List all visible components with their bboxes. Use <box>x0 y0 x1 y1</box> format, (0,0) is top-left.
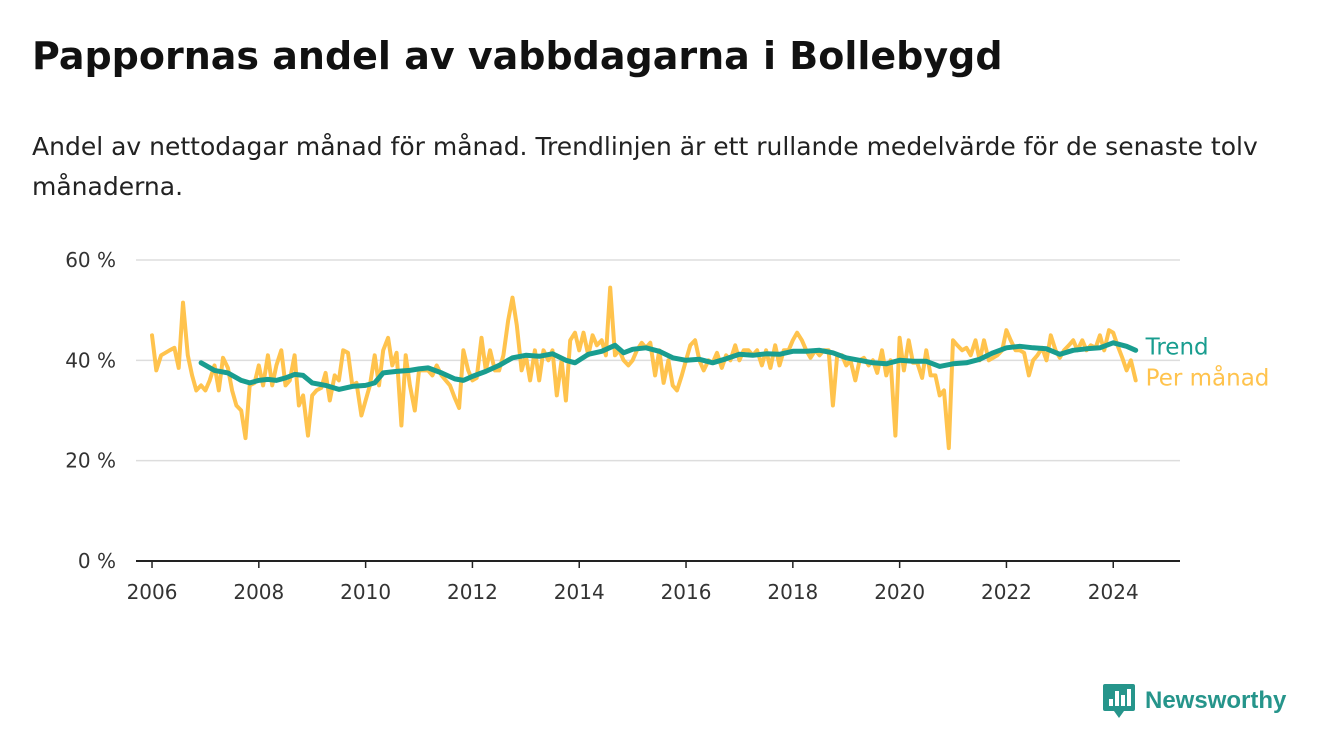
brand-name: Newsworthy <box>1145 687 1287 714</box>
monthly-series-label: Per månad <box>1146 363 1270 391</box>
trend-series-label: Trend <box>1145 334 1209 360</box>
gridlines <box>136 259 1180 562</box>
trend-series-line <box>198 340 1139 392</box>
x-tick-label: 2008 <box>233 580 284 604</box>
newsworthy-brand[interactable]: Newsworthy <box>1102 682 1286 720</box>
series-labels: Per månad Trend <box>1145 334 1270 391</box>
y-tick-label: 40 % <box>65 348 116 372</box>
chart-title: Pappornas andel av vabbdagarna i Bolleby… <box>32 34 1003 78</box>
x-tick-label: 2006 <box>127 580 178 604</box>
y-tick-label: 20 % <box>65 449 116 473</box>
chart-subtitle: Andel av nettodagar månad för månad. Tre… <box>32 132 1258 201</box>
x-tick-label: 2010 <box>340 580 391 604</box>
x-tick-label: 2016 <box>661 580 712 604</box>
x-tick-label: 2020 <box>874 580 925 604</box>
x-tick-label: 2018 <box>767 580 818 604</box>
y-tick-label: 60 % <box>65 248 116 272</box>
series-lines <box>150 285 1139 451</box>
y-axis-ticks: 0 % 20 % 40 % 60 % <box>65 248 116 573</box>
newsworthy-logo-icon <box>1103 684 1135 718</box>
y-tick-label: 0 % <box>78 549 116 573</box>
x-tick-label: 2022 <box>981 580 1032 604</box>
monthly-series-line <box>150 285 1138 451</box>
x-tick-label: 2014 <box>554 580 605 604</box>
x-axis-ticks: 2006 2008 2010 2012 2014 2016 2018 2020 2022 2024 <box>127 561 1139 604</box>
x-tick-label: 2012 <box>447 580 498 604</box>
x-tick-label: 2024 <box>1088 580 1139 604</box>
